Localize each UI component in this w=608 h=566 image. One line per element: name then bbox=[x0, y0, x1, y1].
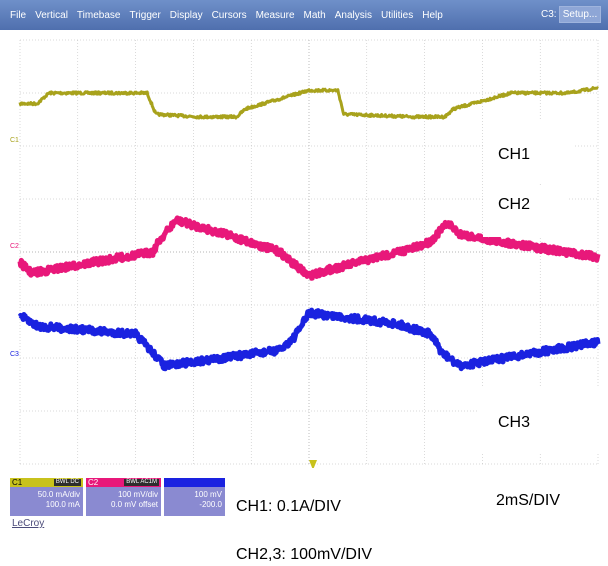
marker-c3: C3 bbox=[10, 351, 19, 358]
setup-button[interactable]: Setup... bbox=[559, 6, 601, 23]
menu-item-timebase[interactable]: Timebase bbox=[76, 9, 121, 21]
marker-c1: C1 bbox=[10, 137, 19, 144]
menu-item-vertical[interactable]: Vertical bbox=[35, 9, 68, 21]
menu-items: File Vertical Timebase Trigger Display Cursor… bbox=[10, 0, 452, 30]
menu-item-file[interactable]: File bbox=[10, 9, 27, 21]
scope-display: C1 C2 C3 bbox=[10, 39, 601, 470]
menu-item-measure[interactable]: Measure bbox=[255, 9, 295, 21]
waveform-traces bbox=[17, 86, 601, 372]
menu-item-math[interactable]: Math bbox=[303, 9, 326, 21]
menu-item-analysis[interactable]: Analysis bbox=[334, 9, 372, 21]
bottom-cover bbox=[225, 468, 608, 566]
menu-item-trigger[interactable]: Trigger bbox=[129, 9, 161, 21]
channel-box-c2-name: C2 bbox=[88, 478, 99, 487]
caption-ch23-scale: CH2,3: 100mV/DIV bbox=[236, 546, 373, 563]
channel-box-c1-name: C1 bbox=[12, 478, 23, 487]
channel-box-c2-tag: BWL AC1M bbox=[124, 479, 159, 486]
channel-indicator: C3: bbox=[541, 9, 557, 20]
trace-ch2 bbox=[17, 215, 601, 281]
menu-bar: File Vertical Timebase Trigger Display Cursor… bbox=[0, 0, 608, 30]
channel-box-c2-scale: 100 mV/div bbox=[117, 490, 158, 499]
channel-markers: C1 C2 C3 bbox=[10, 137, 19, 358]
caption-timebase: 2mS/DIV bbox=[496, 492, 561, 509]
trace-ch3 bbox=[17, 307, 601, 372]
channel-box-c1-tag: BWL DC bbox=[53, 479, 81, 486]
menu-item-utilities[interactable]: Utilities bbox=[380, 9, 414, 21]
label-ch1: CH1 bbox=[498, 146, 531, 163]
label-ch3: CH3 bbox=[498, 414, 531, 431]
lecroy-logo: LeCroy bbox=[12, 518, 45, 529]
label-cover-2 bbox=[483, 187, 569, 237]
channel-box-c2[interactable]: C2 BWL AC1M 100 mV/div 0.0 mV offset bbox=[86, 478, 161, 516]
label-cover-1 bbox=[483, 120, 575, 184]
trace-ch1 bbox=[18, 86, 599, 120]
caption-ch1-scale: CH1: 0.1A/DIV bbox=[236, 498, 341, 515]
label-cover-3 bbox=[479, 386, 608, 452]
menu-item-display[interactable]: Display bbox=[169, 9, 203, 21]
channel-box-c1-scale: 50.0 mA/div bbox=[37, 490, 80, 499]
channel-box-c2-offset: 0.0 mV offset bbox=[111, 500, 158, 509]
trigger-marker-icon bbox=[309, 460, 317, 470]
channel-box-c3[interactable]: C3 100 mV -200.0 bbox=[164, 478, 225, 516]
channel-box-c1-offset: 100.0 mA bbox=[45, 500, 80, 509]
menu-item-cursors[interactable]: Cursors bbox=[211, 9, 247, 21]
channel-box-c3-scale: 100 mV bbox=[194, 490, 222, 499]
channel-box-c3-offset: -200.0 bbox=[199, 500, 222, 509]
marker-c2: C2 bbox=[10, 243, 19, 250]
label-ch2: CH2 bbox=[498, 196, 531, 213]
menu-item-help[interactable]: Help bbox=[422, 9, 443, 21]
channel-box-c1[interactable]: C1 BWL DC 50.0 mA/div 100.0 mA bbox=[10, 478, 83, 516]
